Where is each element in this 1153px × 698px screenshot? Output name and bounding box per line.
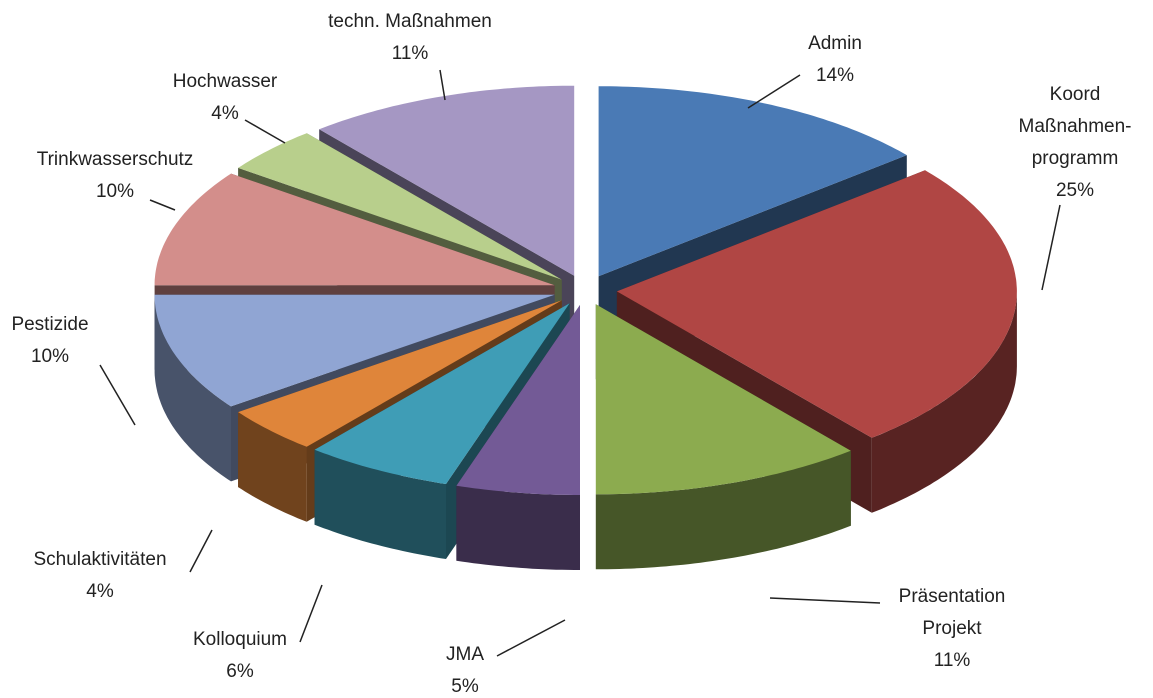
value-label: 10% (96, 181, 134, 202)
value-label: 5% (451, 676, 479, 693)
slice (616, 170, 1017, 438)
slice-side (456, 485, 580, 570)
slice (238, 133, 562, 280)
slice (595, 304, 851, 495)
slice (456, 305, 580, 570)
category-label: Schulaktivitäten (33, 549, 166, 570)
category-label: Hochwasser (173, 71, 278, 92)
value-label: 10% (31, 346, 69, 367)
category-label: Kolloquium (193, 629, 287, 650)
leader-line (769, 597, 881, 604)
slice-side (871, 291, 1017, 513)
slice (154, 173, 555, 286)
slice-side (314, 449, 446, 559)
value-label: 25% (1056, 180, 1094, 201)
slice (154, 294, 555, 407)
category-label: JMA (446, 644, 484, 665)
category-label: Koord Maßnahmen-programm (1019, 84, 1132, 169)
category-label: Trinkwasserschutz (37, 149, 194, 170)
category-label: Präsentation Projekt (899, 586, 1006, 639)
slice-side (238, 300, 562, 488)
leader-line (496, 619, 566, 657)
value-label: 4% (86, 581, 114, 602)
leader-line (189, 529, 213, 573)
slice (598, 86, 907, 277)
slice-side (238, 412, 307, 522)
leader-line (439, 69, 446, 101)
value-label: 11% (392, 43, 429, 64)
slice-side (595, 450, 851, 570)
slice (314, 303, 570, 484)
value-label: 14% (816, 65, 854, 86)
value-label: 6% (226, 661, 254, 682)
leader-line (99, 364, 136, 426)
value-label: 4% (211, 103, 239, 124)
leader-line (1041, 204, 1061, 291)
leader-line (149, 199, 176, 211)
slice (456, 305, 580, 495)
value-label: 11% (934, 650, 971, 671)
leader-line (244, 119, 286, 144)
leader-line (299, 584, 323, 643)
leader-line (747, 74, 801, 109)
category-label: Pestizide (11, 314, 88, 335)
slice-side (154, 294, 231, 482)
slice (595, 304, 851, 570)
slice (238, 300, 562, 447)
category-label: Admin (808, 33, 862, 54)
slice (319, 85, 575, 276)
category-label: techn. Maßnahmen (328, 11, 492, 32)
